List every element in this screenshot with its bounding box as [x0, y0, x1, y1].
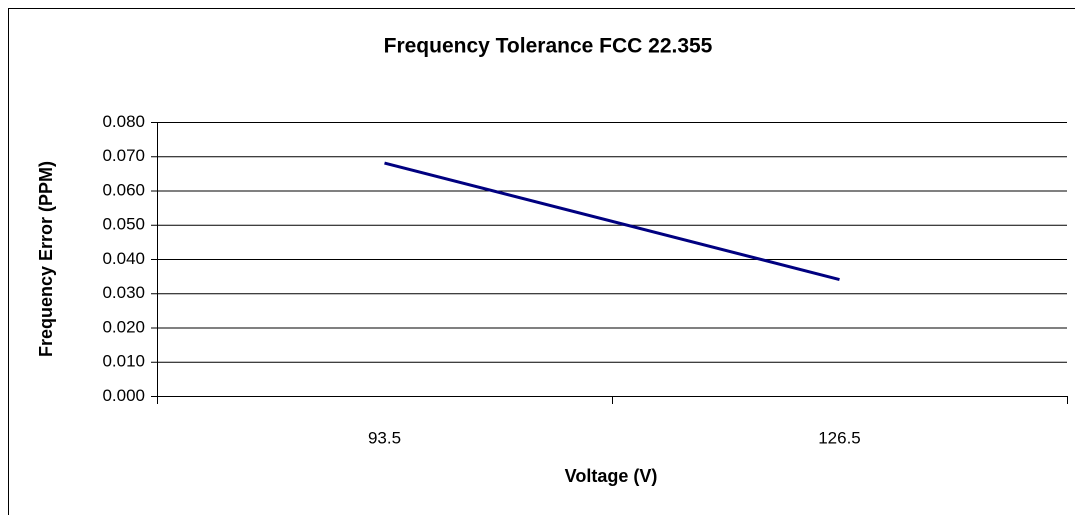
data-line [384, 161, 840, 282]
x-tick-label: 93.5 [368, 428, 401, 447]
y-tick-label: 0.010 [102, 352, 145, 371]
y-tick-label: 0.000 [102, 386, 145, 405]
y-tick-label: 0.030 [102, 283, 145, 302]
y-tick-label: 0.070 [102, 146, 145, 165]
y-tick-label: 0.050 [102, 215, 145, 234]
y-tick-label: 0.080 [102, 112, 145, 131]
y-tick-label: 0.060 [102, 180, 145, 199]
chart-title: Frequency Tolerance FCC 22.355 [384, 35, 713, 58]
x-axis-title: Voltage (V) [565, 466, 658, 486]
chart-border [8, 8, 1075, 515]
y-axis-title: Frequency Error (PPM) [36, 161, 56, 357]
y-tick-label: 0.040 [102, 249, 145, 268]
y-tick-label: 0.020 [102, 317, 145, 336]
x-tick-label: 126.5 [818, 428, 861, 447]
